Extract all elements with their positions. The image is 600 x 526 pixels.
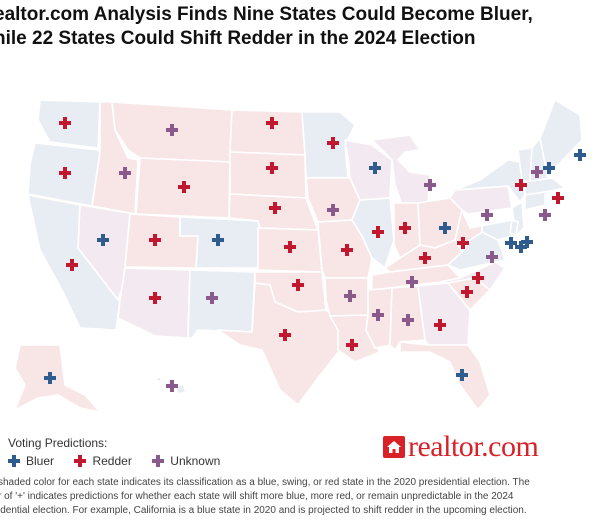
state-nm xyxy=(187,269,256,339)
realtor-logo: realtor.com xyxy=(382,430,539,464)
footnote: shaded color for each state indicates it… xyxy=(0,477,530,516)
plus-icon xyxy=(574,149,586,161)
plus-icon xyxy=(59,167,71,179)
plus-icon xyxy=(8,455,20,467)
house-icon xyxy=(383,436,405,458)
plus-icon xyxy=(406,276,418,288)
plus-icon xyxy=(269,202,281,214)
plus-icon xyxy=(266,162,278,174)
plus-icon xyxy=(59,117,71,129)
plus-icon xyxy=(327,204,339,216)
plus-icon xyxy=(531,166,543,178)
plus-icon xyxy=(97,234,109,246)
state-sd xyxy=(229,151,307,199)
plus-icon xyxy=(402,314,414,326)
plus-icon xyxy=(472,272,484,284)
plus-icon xyxy=(552,192,564,204)
plus-icon xyxy=(399,222,411,234)
plus-icon xyxy=(419,252,431,264)
plus-icon xyxy=(178,181,190,193)
page-title: ealtor.com Analysis Finds Nine States Co… xyxy=(0,4,533,49)
plus-icon xyxy=(166,380,178,392)
plus-icon xyxy=(292,279,304,291)
plus-icon xyxy=(341,244,353,256)
state-nd xyxy=(229,109,306,156)
plus-icon xyxy=(456,369,468,381)
plus-icon xyxy=(372,226,384,238)
legend-item-redder: Redder xyxy=(74,454,132,468)
legend-label: Redder xyxy=(92,454,132,468)
state-tx xyxy=(217,282,341,406)
legend-label: Bluer xyxy=(26,454,55,468)
state-fl xyxy=(399,341,491,411)
plus-icon xyxy=(119,167,131,179)
plus-icon xyxy=(486,251,498,263)
state-de xyxy=(509,219,519,236)
plus-icon xyxy=(166,124,178,136)
legend-item-unknown: Unknown xyxy=(152,454,220,468)
plus-icon xyxy=(149,292,161,304)
state-ct xyxy=(524,191,546,211)
plus-icon xyxy=(327,137,339,149)
plus-icon xyxy=(543,162,555,174)
plus-icon xyxy=(539,209,551,221)
plus-icon xyxy=(284,241,296,253)
logo-wordmark: realtor.com xyxy=(408,430,539,463)
plus-icon xyxy=(461,286,473,298)
legend-title: Voting Predictions: xyxy=(8,436,108,450)
plus-icon xyxy=(424,179,436,191)
plus-icon xyxy=(74,455,87,467)
plus-icon xyxy=(44,372,56,384)
plus-icon xyxy=(206,292,218,304)
plus-icon xyxy=(346,339,358,351)
plus-icon xyxy=(344,290,356,302)
plus-icon xyxy=(515,179,527,191)
plus-icon xyxy=(152,455,165,467)
legend-label: Unknown xyxy=(170,454,221,468)
plus-icon xyxy=(521,236,533,248)
plus-icon xyxy=(434,319,446,331)
plus-icon xyxy=(505,237,517,249)
state-mi xyxy=(371,134,431,206)
plus-icon xyxy=(369,162,381,174)
legend: Voting Predictions: Bluer Redder Unknown xyxy=(8,436,236,472)
plus-icon xyxy=(457,237,469,249)
legend-items: Bluer Redder Unknown xyxy=(8,454,236,472)
plus-icon xyxy=(149,234,161,246)
plus-icon xyxy=(266,117,278,129)
state-ma xyxy=(524,177,566,196)
plus-icon xyxy=(515,241,527,253)
plus-icon xyxy=(279,329,291,341)
plus-icon xyxy=(481,209,493,221)
plus-icon xyxy=(212,234,224,246)
us-map xyxy=(14,99,586,413)
legend-item-bluer: Bluer xyxy=(8,454,54,468)
plus-icon xyxy=(372,309,384,321)
plus-icon xyxy=(66,259,78,271)
state-ak xyxy=(14,344,101,413)
plus-icon xyxy=(439,222,451,234)
